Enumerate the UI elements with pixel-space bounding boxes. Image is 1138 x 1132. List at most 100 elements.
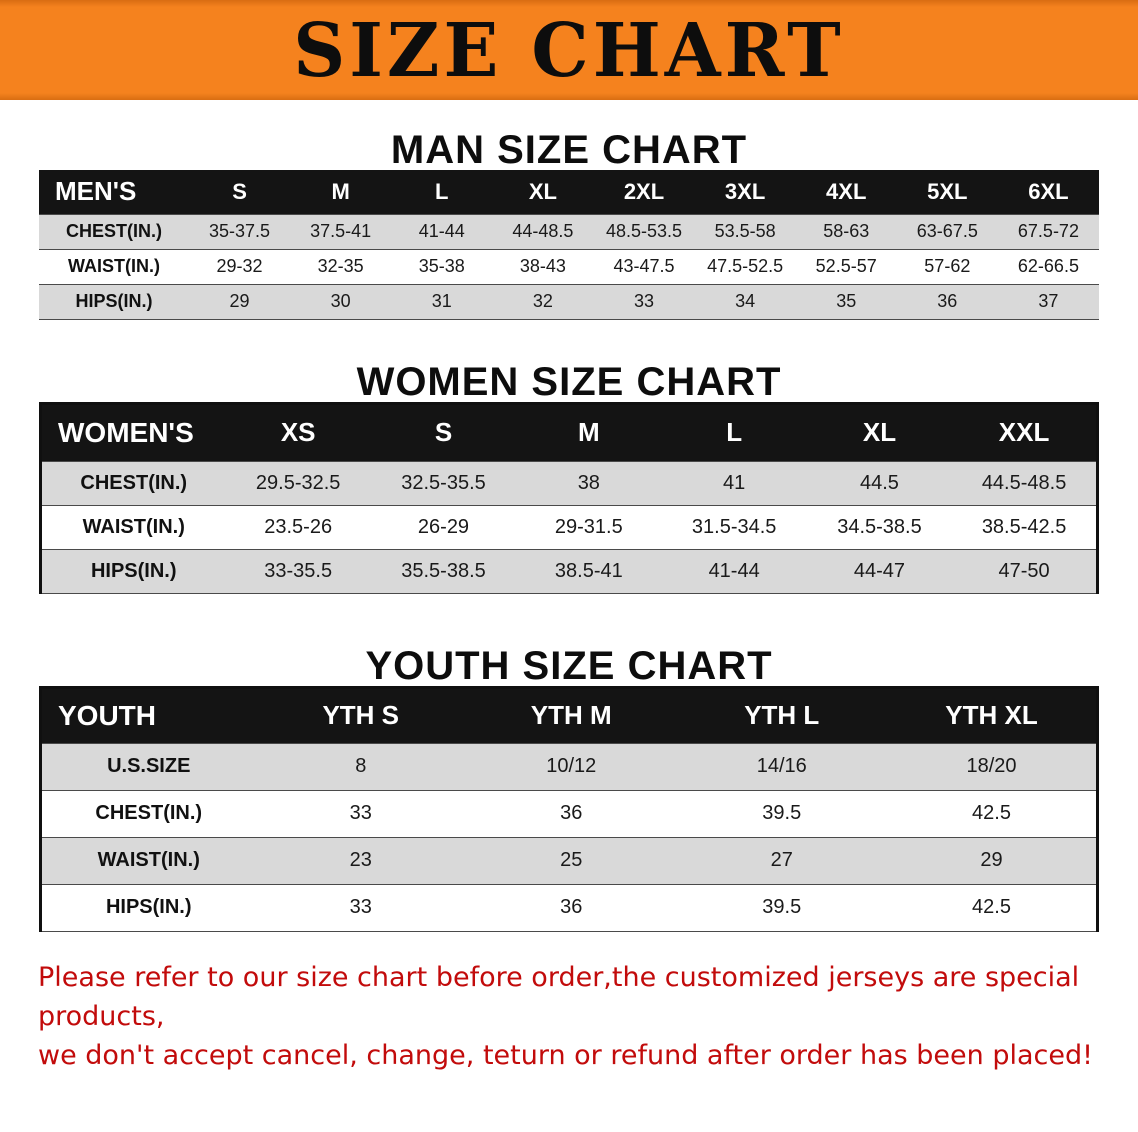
size-header-cell: 5XL [927,178,968,204]
row-label-cell: CHEST(IN.) [66,221,162,241]
value-cell: 29.5-32.5 [255,471,341,494]
value-cell: 35.5-38.5 [401,559,486,582]
page-title: SIZE CHART [293,5,845,94]
value-cell: 32-35 [317,256,364,276]
size-header-cell: S [434,417,453,447]
value-cell: 43-47.5 [613,256,675,276]
value-cell: 63-67.5 [916,221,978,241]
row-label-cell: HIPS(IN.) [90,559,177,582]
disclaimer-text: Please refer to our size chart before or… [0,958,1138,1075]
value-cell: 14/16 [756,755,807,777]
value-cell: 41 [723,471,746,494]
table-row: U.S.SIZE 8 10/12 14/16 18/20 [40,743,1098,790]
value-cell: 38.5-42.5 [981,515,1067,538]
table-header-row: WOMEN'S XS S M L XL XXL [40,403,1098,461]
disclaimer-line-2: we don't accept cancel, change, teturn o… [38,1039,1093,1071]
size-header-cell: 2XL [623,178,665,204]
value-cell: 58-63 [823,221,870,241]
row-label-cell: HIPS(IN.) [105,896,192,918]
value-cell: 35-37.5 [209,221,271,241]
value-cell: 34.5-38.5 [837,515,922,538]
value-cell: 41-44 [708,559,760,582]
value-cell: 36 [560,802,583,824]
value-cell: 44.5 [860,471,899,494]
value-cell: 31.5-34.5 [691,515,777,538]
size-header-cell: XL [862,417,897,447]
youth-size-table: YOUTH YTH S YTH M YTH L YTH XL U.S.SIZE 8 10/12… [39,685,1099,932]
table-row: HIPS(IN.) 33-35.5 35.5-38.5 38.5-41 41-44 44-… [40,549,1098,593]
table-row: CHEST(IN.) 35-37.5 37.5-41 41-44 44-48.5 48.5… [39,214,1099,249]
value-cell: 42.5 [972,896,1011,918]
women-section-heading: WOMEN SIZE CHART [356,359,782,404]
table-row: CHEST(IN.) 29.5-32.5 32.5-35.5 38 41 44.5 44.5… [40,461,1098,505]
men-section-heading: MAN SIZE CHART [390,128,748,172]
value-cell: 62-66.5 [1017,256,1079,276]
value-cell: 26-29 [417,515,470,538]
size-header-cell: 3XL [724,178,766,204]
table-row: CHEST(IN.) 33 36 39.5 42.5 [40,790,1098,837]
value-cell: 29-32 [216,256,263,276]
size-header-cell: YTH XL [945,700,1038,730]
value-cell: 33 [633,291,654,311]
table-row: HIPS(IN.) 33 36 39.5 42.5 [40,884,1098,931]
value-cell: 37 [1038,291,1059,311]
row-label-cell: U.S.SIZE [107,755,191,777]
value-cell: 36 [937,291,958,311]
disclaimer-line-1: Please refer to our size chart before or… [38,961,1080,1032]
size-header-cell: 4XL [826,178,867,204]
size-header-cell: XXL [998,417,1050,447]
value-cell: 29 [980,849,1003,871]
row-label-cell: WAIST(IN.) [68,256,160,276]
value-cell: 29 [229,291,250,311]
size-header-cell: 6XL [1028,178,1069,204]
table-title-cell: WOMEN'S [58,416,194,448]
value-cell: 67.5-72 [1017,221,1079,241]
value-cell: 48.5-53.5 [605,221,683,241]
value-cell: 53.5-58 [714,221,776,241]
row-label-cell: WAIST(IN.) [82,515,185,538]
value-cell: 47-50 [998,559,1050,582]
value-cell: 42.5 [972,802,1011,824]
value-cell: 35 [836,291,857,311]
value-cell: 32 [532,291,553,311]
size-header-cell: L [435,178,449,204]
value-cell: 30 [330,291,351,311]
value-cell: 33-35.5 [264,559,333,582]
size-chart-banner: SIZE CHART [0,0,1138,100]
value-cell: 31 [431,291,452,311]
size-header-cell: YTH L [744,700,820,730]
youth-section-heading: YOUTH SIZE CHART [365,643,773,688]
value-cell: 25 [560,849,583,871]
women-size-table: WOMEN'S XS S M L XL XXL CHEST(IN.) 29.5-32.5 32.5… [39,401,1099,594]
table-row: HIPS(IN.) 29 30 31 32 33 34 35 36 37 [39,284,1099,319]
size-header-cell: YTH M [530,700,612,730]
value-cell: 29-31.5 [554,515,623,538]
value-cell: 8 [355,755,367,777]
row-label-cell: CHEST(IN.) [95,802,203,824]
table-header-row: MEN'S S M L XL 2XL 3XL 4XL 5XL 6XL [39,170,1099,214]
value-cell: 36 [560,896,583,918]
value-cell: 47.5-52.5 [707,256,784,276]
table-header-row: YOUTH YTH S YTH M YTH L YTH XL [40,687,1098,743]
value-cell: 33 [349,802,372,824]
table-title-cell: MEN'S [55,176,137,207]
value-cell: 44-48.5 [512,221,574,241]
table-title-cell: YOUTH [58,699,156,731]
value-cell: 38 [577,471,600,494]
value-cell: 44.5-48.5 [981,471,1067,494]
size-header-cell: S [232,178,247,204]
row-label-cell: HIPS(IN.) [75,291,153,311]
value-cell: 44-47 [853,559,906,582]
value-cell: 57-62 [924,256,971,276]
value-cell: 37.5-41 [310,221,372,241]
table-row: WAIST(IN.) 23 25 27 29 [40,837,1098,884]
value-cell: 35-38 [418,256,465,276]
size-header-cell: XS [280,417,316,447]
size-header-cell: L [726,417,743,447]
value-cell: 33 [349,896,372,918]
value-cell: 38-43 [519,256,566,276]
size-header-cell: M [331,178,350,204]
value-cell: 23 [349,849,372,871]
value-cell: 39.5 [762,802,802,824]
value-cell: 32.5-35.5 [401,471,486,494]
